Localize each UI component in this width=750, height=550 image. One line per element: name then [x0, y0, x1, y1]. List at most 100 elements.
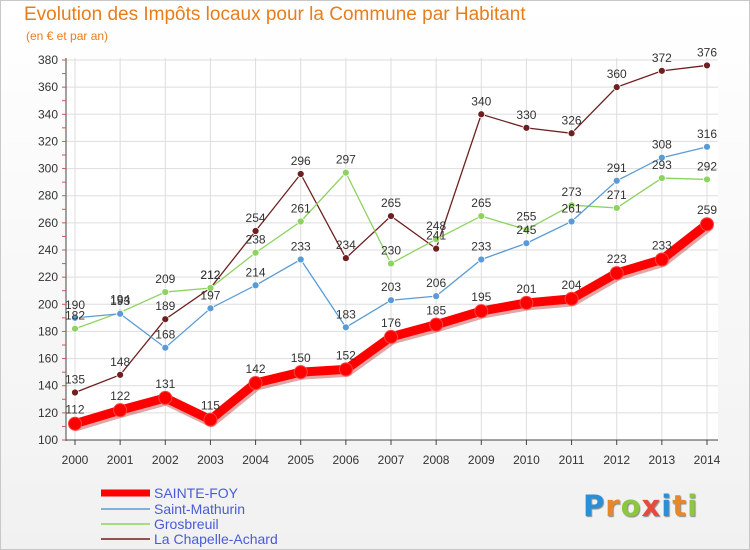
chart-subtitle: (en € et par an): [26, 29, 109, 43]
data-label: 197: [200, 288, 220, 302]
data-point: [293, 365, 308, 380]
data-point: [71, 313, 79, 322]
y-tick-label: 220: [38, 270, 58, 284]
data-label: 183: [336, 307, 356, 321]
data-label: 190: [65, 298, 85, 312]
x-tick-label: 2014: [694, 453, 721, 467]
y-tick-label: 200: [38, 297, 58, 311]
data-label: 112: [65, 403, 84, 417]
logo-letter: x: [641, 489, 662, 523]
data-label: 142: [246, 362, 266, 376]
data-label: 271: [607, 188, 627, 202]
data-label: 265: [381, 196, 401, 210]
data-label: 261: [291, 202, 311, 216]
data-label: 372: [652, 51, 672, 65]
data-label: 261: [562, 202, 582, 216]
data-point: [296, 170, 305, 178]
data-label: 340: [471, 94, 491, 108]
data-point: [429, 317, 444, 332]
x-tick-label: 2005: [287, 453, 314, 467]
data-point: [522, 239, 531, 248]
y-tick-label: 140: [38, 379, 58, 393]
x-tick-label: 2006: [333, 453, 360, 467]
data-label: 209: [155, 272, 175, 286]
data-point: [387, 212, 395, 220]
y-tick-label: 360: [38, 80, 58, 94]
axes: 100 120 140 160 180 200 220 240 260 280 300 320 340 3…: [38, 53, 721, 467]
legend-label: Saint-Mathurin: [154, 501, 245, 517]
proxiti-logo: Proxiti: [583, 489, 698, 523]
data-labels: 135 148 189 212 254 296 234 265 241 340 330 326 360 3…: [65, 45, 717, 416]
data-label: 152: [336, 348, 356, 362]
data-point: [477, 110, 486, 119]
x-tick-label: 2003: [197, 453, 224, 467]
legend-label: La Chapelle-Achard: [154, 531, 278, 547]
x-tick-label: 2007: [378, 453, 405, 467]
data-label: 330: [516, 108, 536, 122]
data-point: [341, 168, 350, 177]
data-point: [248, 376, 263, 390]
data-point: [161, 315, 170, 324]
data-label: 206: [426, 276, 446, 290]
x-tick-label: 2004: [242, 453, 269, 467]
data-label: 255: [516, 210, 536, 224]
data-point: [703, 175, 711, 184]
data-point: [612, 204, 621, 212]
logo-letter: r: [605, 489, 621, 523]
data-label: 212: [200, 268, 220, 282]
data-point: [71, 388, 79, 397]
data-label: 297: [336, 153, 356, 167]
data-point: [116, 370, 125, 379]
data-label: 326: [562, 113, 582, 127]
data-label: 254: [246, 211, 266, 225]
data-label: 135: [65, 373, 85, 387]
data-point: [387, 296, 395, 305]
y-tick-label: 160: [38, 352, 58, 366]
data-label: 176: [381, 316, 401, 330]
logo-letter: P: [583, 489, 606, 523]
data-point: [612, 176, 621, 185]
data-label: 292: [697, 159, 717, 173]
logo-letter: i: [687, 489, 699, 523]
data-point: [384, 329, 398, 344]
data-point: [161, 343, 170, 352]
y-tick-label: 260: [38, 216, 58, 230]
data-label: 273: [562, 185, 582, 199]
data-point: [71, 324, 79, 333]
x-tick-label: 2013: [649, 453, 676, 467]
data-label: 185: [426, 304, 446, 318]
data-point: [341, 254, 350, 263]
chart-title: Evolution des Impôts locaux pour la Comm…: [24, 4, 526, 25]
data-point: [477, 255, 486, 264]
x-tick-label: 2012: [603, 453, 630, 467]
data-point: [703, 142, 711, 151]
data-point: [567, 201, 576, 210]
data-point: [567, 129, 576, 138]
grid: [66, 58, 718, 441]
logo-letter: i: [661, 489, 673, 523]
series-lines: [68, 61, 714, 432]
logo-letter: o: [620, 489, 642, 523]
data-point: [432, 244, 441, 253]
y-tick-label: 320: [38, 134, 58, 148]
x-tick-label: 2000: [62, 453, 89, 467]
data-label: 360: [607, 67, 627, 81]
data-label: 245: [516, 223, 536, 237]
y-tick-label: 180: [38, 324, 58, 338]
data-point: [609, 266, 624, 281]
data-point: [700, 217, 714, 232]
data-label: 293: [652, 158, 672, 172]
data-point: [206, 284, 215, 292]
data-point: [251, 227, 260, 235]
data-label: 150: [291, 351, 311, 365]
data-label: 234: [336, 238, 356, 252]
data-point: [519, 295, 534, 310]
data-point: [338, 362, 353, 377]
data-label: 230: [381, 244, 401, 258]
x-tick-label: 2009: [468, 453, 495, 467]
data-point: [251, 281, 260, 290]
data-label: 233: [652, 239, 672, 253]
data-point: [251, 248, 260, 257]
